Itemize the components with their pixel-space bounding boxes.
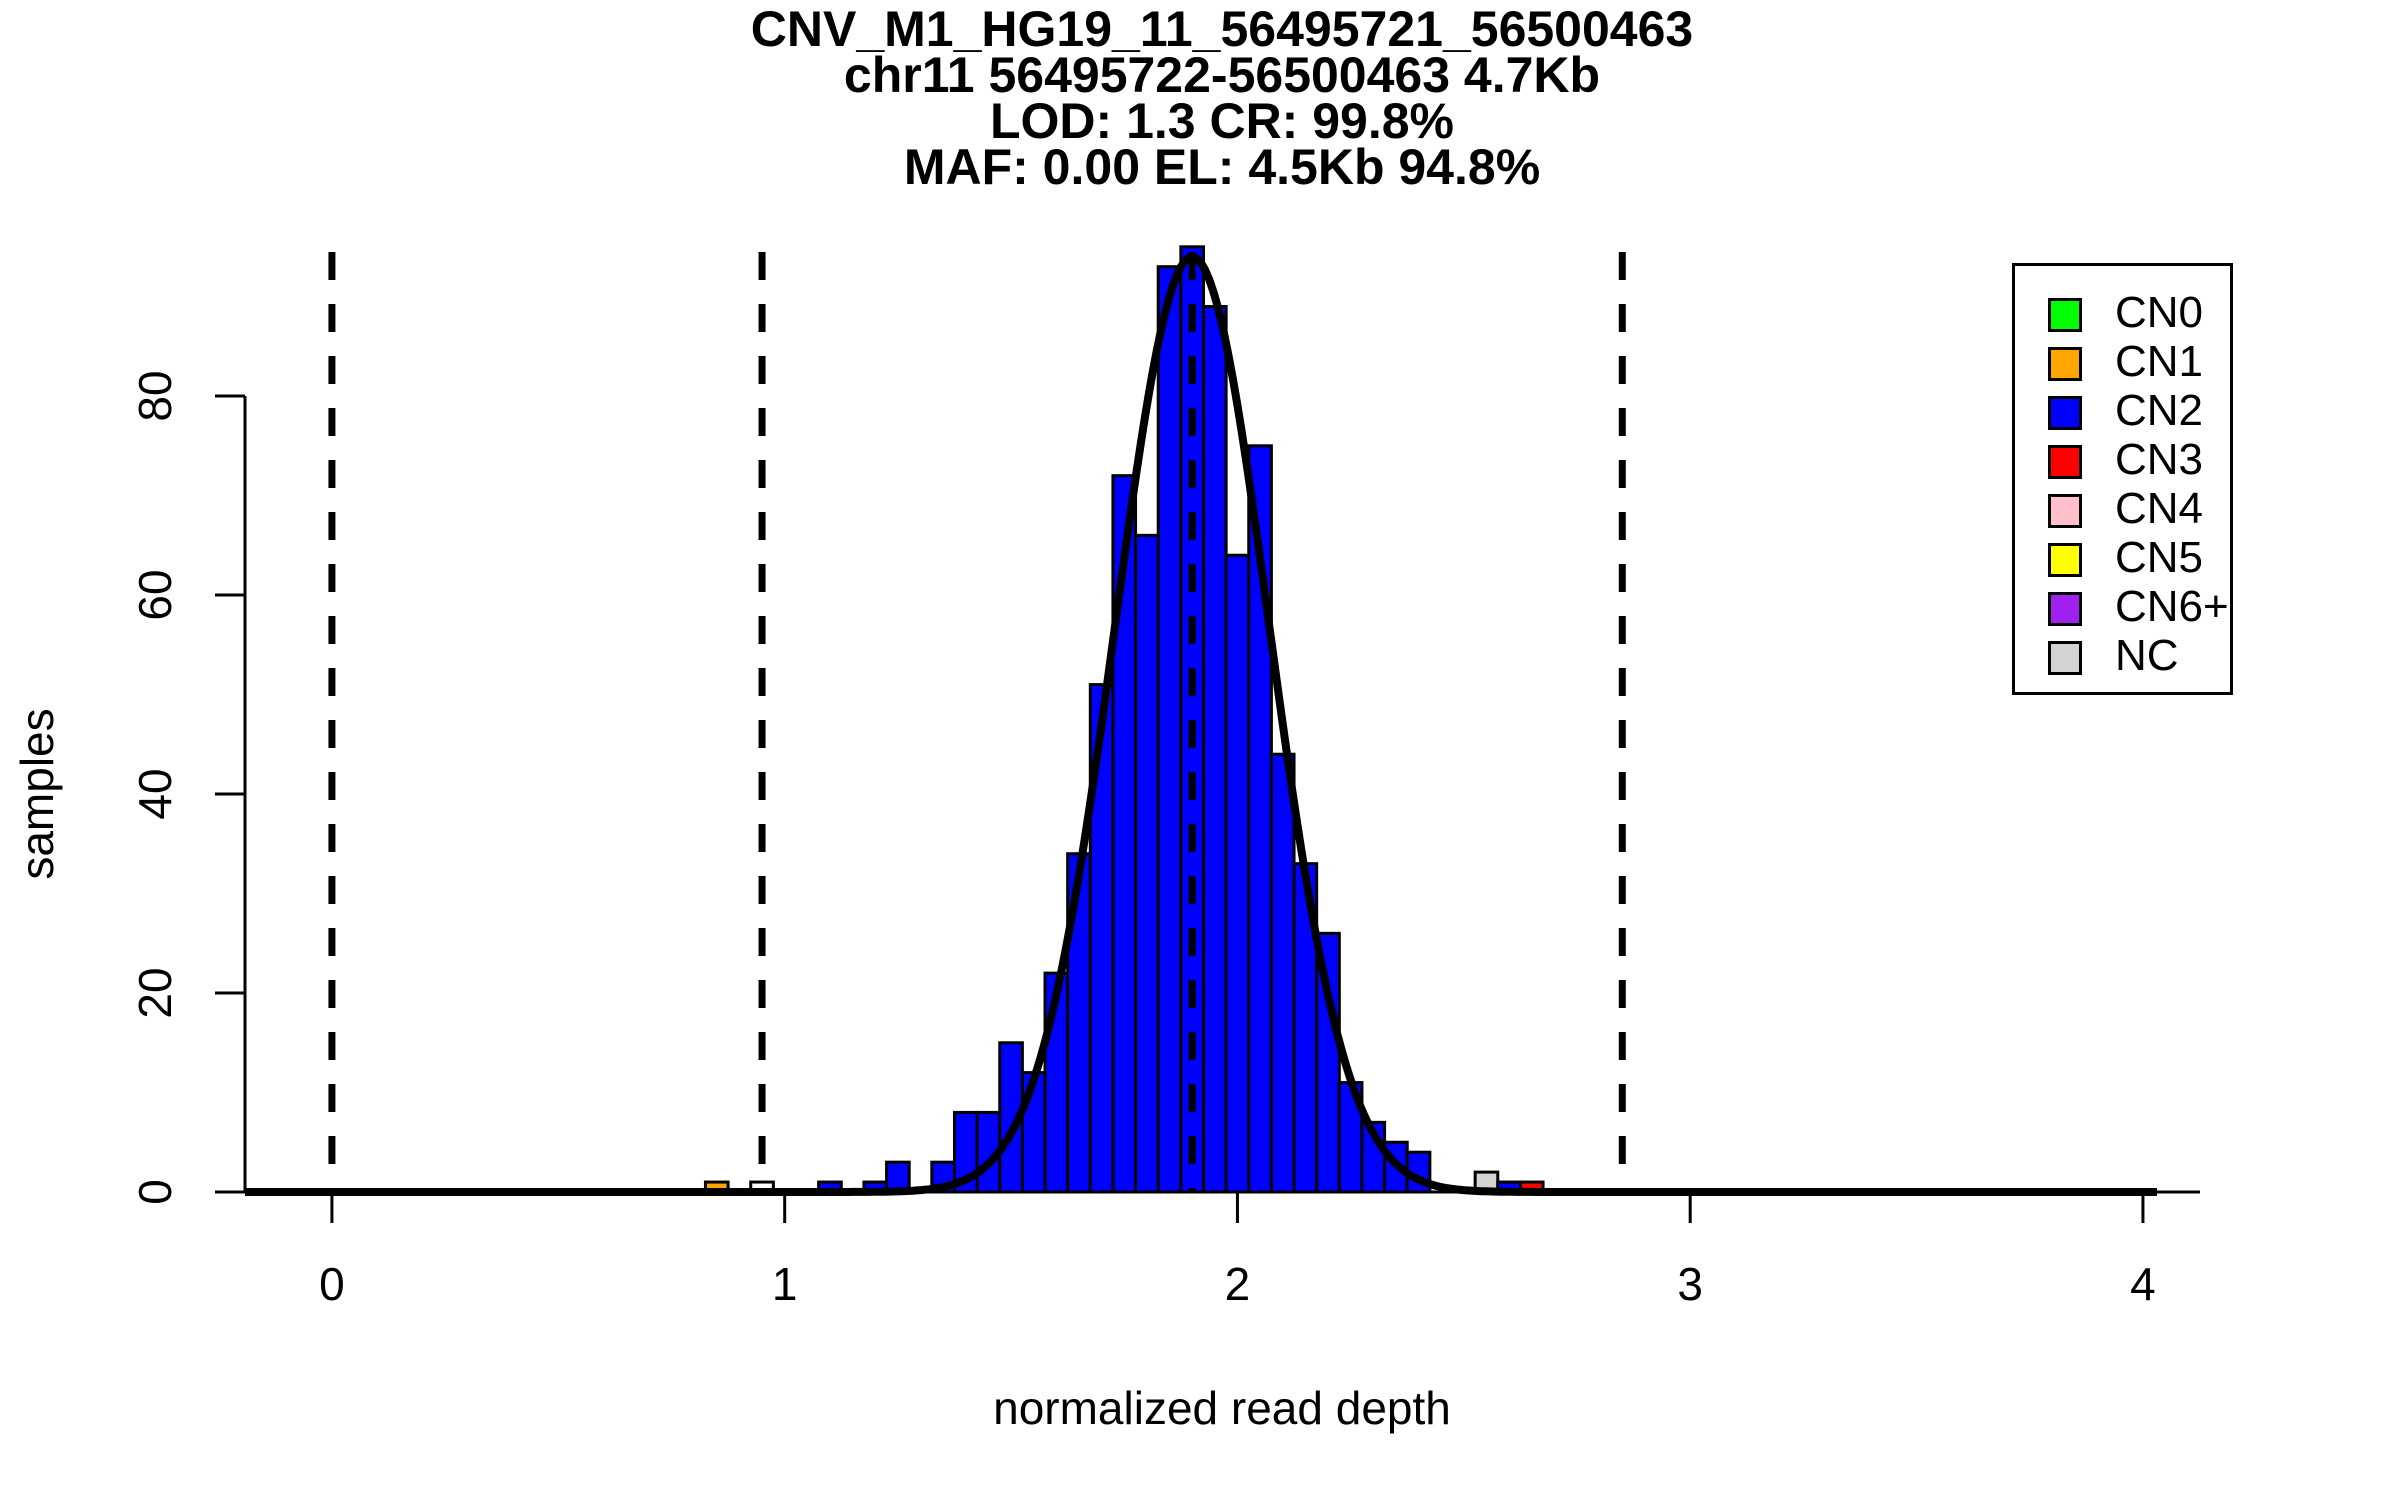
legend-item-cn2: CN2 bbox=[2015, 386, 2230, 435]
legend-label: CN2 bbox=[2115, 386, 2204, 435]
legend-swatch-icon bbox=[2048, 396, 2082, 430]
chart-title-line2: chr11 56495722-56500463 4.7Kb bbox=[843, 47, 1601, 103]
legend-swatch-icon bbox=[2048, 445, 2082, 479]
chart-title-block: CNV_M1_HG19_11_56495721_56500463 chr11 5… bbox=[122, 1, 2322, 195]
legend-item-cn3: CN3 bbox=[2015, 435, 2230, 484]
legend-label: NC bbox=[2115, 631, 2179, 680]
legend-item-cn5: CN5 bbox=[2015, 533, 2230, 582]
y-tick-label: 0 bbox=[129, 1179, 181, 1205]
x-tick-label: 4 bbox=[2130, 1258, 2156, 1310]
x-axis-title: normalized read depth bbox=[993, 1382, 1451, 1434]
chart-title-line3: LOD: 1.3 CR: 99.8% bbox=[989, 93, 1454, 149]
y-tick-label: 80 bbox=[129, 370, 181, 422]
legend-swatch-icon bbox=[2048, 347, 2082, 381]
legend-swatch-icon bbox=[2048, 592, 2082, 626]
y-tick-label: 20 bbox=[129, 967, 181, 1019]
legend-item-cn0: CN0 bbox=[2015, 288, 2230, 337]
legend-label: CN1 bbox=[2115, 337, 2204, 386]
legend-label: CN4 bbox=[2115, 484, 2204, 533]
legend-swatch-icon bbox=[2048, 641, 2082, 675]
y-tick-label: 40 bbox=[129, 768, 181, 820]
chart-title-line1: CNV_M1_HG19_11_56495721_56500463 bbox=[750, 1, 1694, 57]
histogram-bar-cn-cn2 bbox=[1201, 305, 1228, 1194]
histogram-bar-cn-cn2 bbox=[1134, 533, 1160, 1194]
histogram-bar-cn-cn2 bbox=[1269, 752, 1296, 1194]
legend-label: CN5 bbox=[2115, 533, 2204, 582]
x-tick-label: 3 bbox=[1677, 1258, 1703, 1310]
legend-label: CN6+ bbox=[2115, 582, 2229, 631]
legend-item-cn4: CN4 bbox=[2015, 484, 2230, 533]
chart-title-line4: MAF: 0.00 EL: 4.5Kb 94.8% bbox=[903, 139, 1541, 195]
legend-item-cn6plus: CN6+ bbox=[2015, 582, 2230, 631]
x-tick-label: 2 bbox=[1224, 1258, 1251, 1310]
legend-item-nc: NC bbox=[2015, 631, 2230, 680]
histogram-bar-cn-cn2 bbox=[1224, 553, 1251, 1194]
legend: CN0 CN1 CN2 CN3 CN4 CN5 CN6+ NC bbox=[2012, 263, 2233, 695]
legend-item-cn1: CN1 bbox=[2015, 337, 2230, 386]
x-tick-label: 0 bbox=[319, 1258, 345, 1310]
legend-swatch-icon bbox=[2048, 543, 2082, 577]
legend-swatch-icon bbox=[2048, 494, 2082, 528]
legend-label: CN0 bbox=[2115, 288, 2204, 337]
y-axis-title: samples bbox=[11, 708, 63, 880]
histogram-bar-cn-cn2 bbox=[1156, 265, 1183, 1194]
legend-label: CN3 bbox=[2115, 435, 2204, 484]
legend-swatch-icon bbox=[2048, 298, 2082, 332]
y-tick-label: 60 bbox=[129, 569, 181, 621]
x-tick-label: 1 bbox=[771, 1258, 798, 1310]
